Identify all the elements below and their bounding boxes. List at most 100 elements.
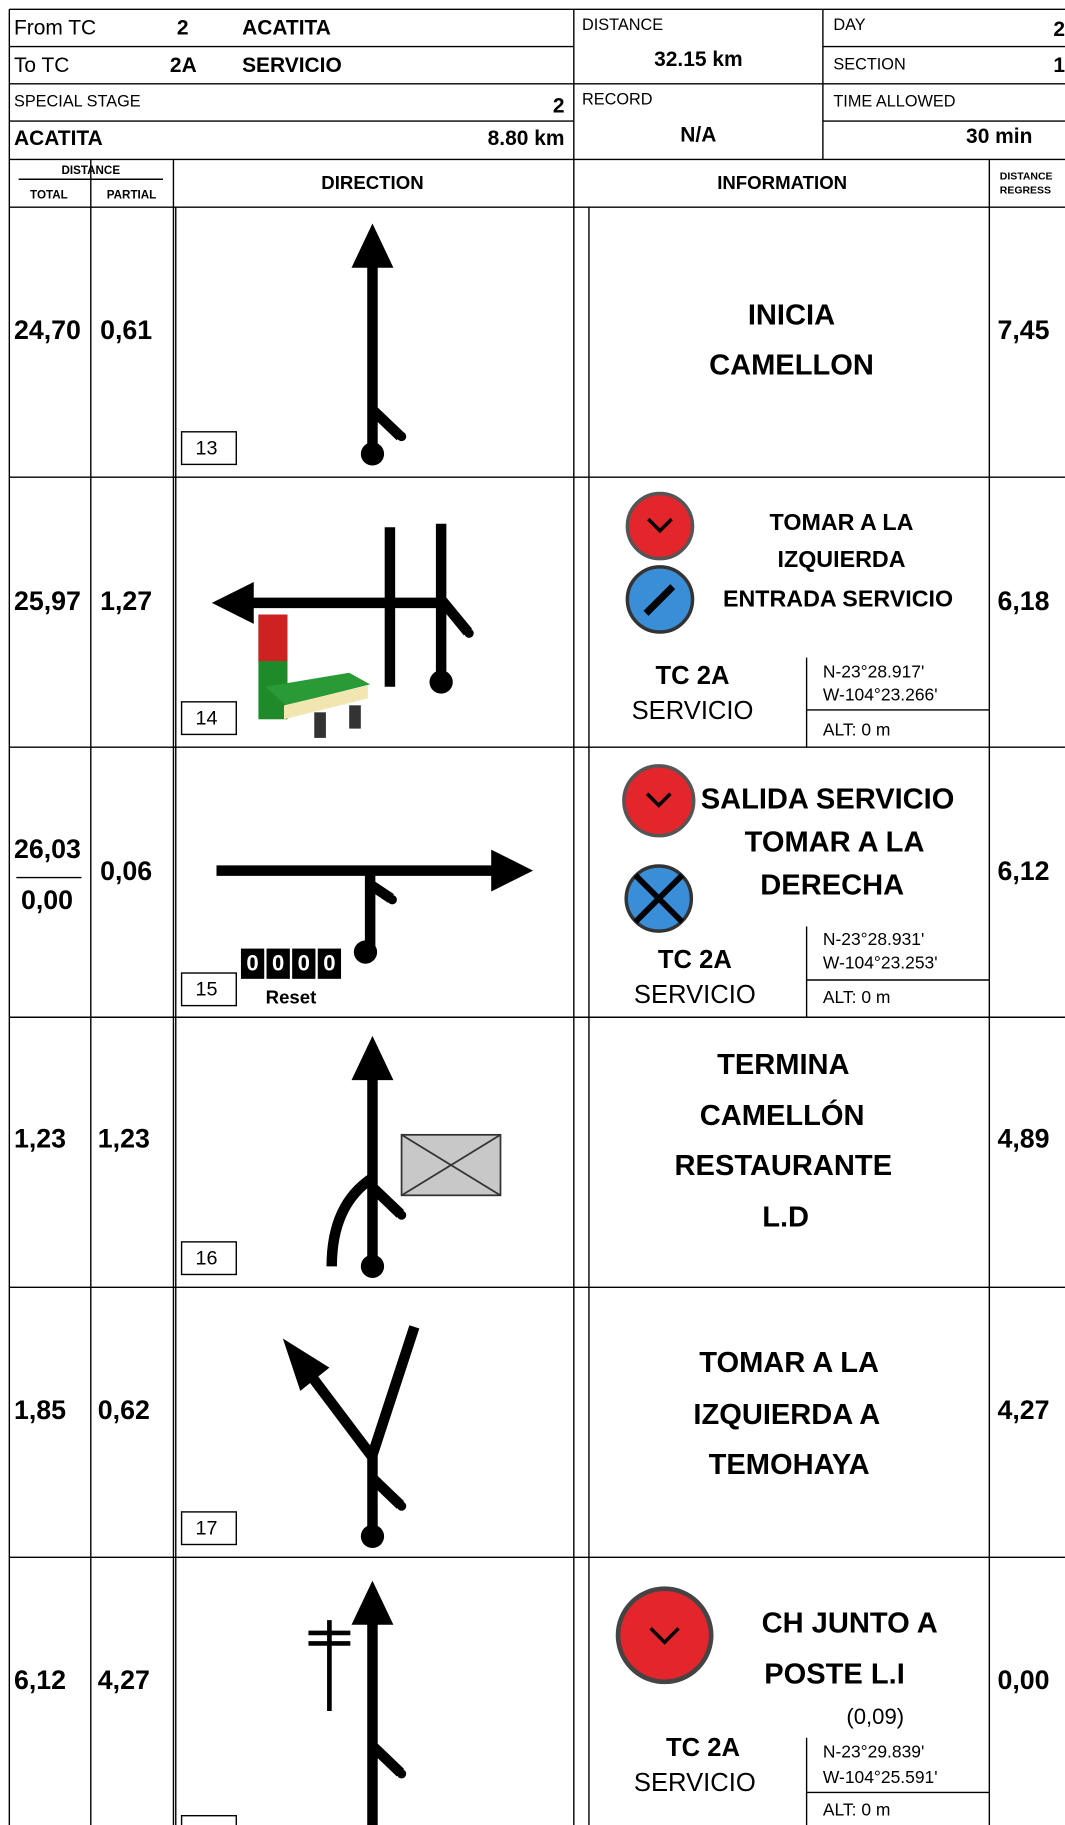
tulip-diagram [351,223,407,466]
info-icons [625,491,695,634]
regress: 4,89 [997,1124,1049,1154]
total-reset: 0,00 [21,885,73,915]
partial: 1,23 [98,1124,150,1154]
info-icons [615,1586,714,1685]
total: 26,03 [14,834,81,864]
altitude: ALT: 0 m [823,987,891,1007]
longitude: W-104°23.253' [823,952,938,972]
info: TERMINA [717,1049,849,1081]
tc-name: ACATITA [242,17,331,40]
info: DERECHA [760,870,904,902]
info: CH JUNTO A [762,1607,938,1639]
column-header: DISTANCE [62,164,121,177]
number-box [180,972,237,1007]
regress: 6,18 [997,586,1049,616]
info: INICIA [748,299,835,331]
odometer-digit: 0 [298,951,310,976]
label: DISTANCE [582,16,663,34]
odometer-digit: 0 [272,951,284,976]
latitude: N-23°28.917' [823,661,924,681]
regress: 6,12 [997,856,1049,886]
info: TOMAR A LA [745,827,925,859]
number-box [180,1511,237,1546]
label: TIME ALLOWED [833,93,955,111]
record: N/A [680,124,716,147]
info: TOMAR A LA [699,1347,879,1379]
odometer-label: Reset [266,987,317,1008]
regress: 4,27 [997,1395,1049,1425]
coord-box [805,1737,990,1825]
label: RECORD [582,90,653,108]
stage-name: ACATITA [14,127,103,150]
odometer-digit: 0 [323,951,335,976]
partial: 0,06 [100,856,152,886]
distance: 32.15 km [654,48,742,71]
tulip-diagram [211,523,474,738]
row-number: 17 [196,1518,218,1540]
info: IZQUIERDA [778,546,906,572]
row-number: 18 [196,1821,218,1825]
latitude: N-23°29.839' [823,1741,924,1761]
day: 2 [1053,18,1065,41]
longitude: W-104°23.266' [823,685,938,705]
total: 24,70 [14,315,81,345]
section: 1 [1053,54,1065,77]
row-number: 14 [196,708,218,730]
total: 6,12 [14,1665,66,1695]
odometer [240,948,342,979]
table-grid [8,8,1065,1825]
stage-number: 2 [553,95,565,118]
column-header: DISTANCE [1000,172,1053,183]
partial: 0,62 [98,1395,150,1425]
tc-number: 2 [177,17,189,40]
tulip-diagram [308,1580,407,1825]
tc: TC 2A [666,1734,740,1762]
info: SALIDA SERVICIO [701,783,955,815]
total: 25,97 [14,586,81,616]
altitude: ALT: 0 m [823,720,891,740]
row-number: 16 [196,1248,218,1270]
info: POSTE L.I [764,1659,905,1691]
odometer-digit: 0 [246,951,258,976]
number-box [180,431,237,466]
label: To TC [14,54,69,77]
coord-box [805,926,990,1018]
info-icons [622,764,696,933]
info: CAMELLÓN [700,1098,865,1132]
regress: 7,45 [997,315,1049,345]
column-header: TOTAL [30,189,68,202]
label: From TC [14,17,96,40]
coord-box [805,657,990,748]
tulip-diagram [326,1035,502,1278]
info: TOMAR A LA [770,509,914,535]
info: CAMELLON [709,349,874,381]
total: 1,85 [14,1395,66,1425]
tulip-diagram [216,849,534,964]
longitude: W-104°25.591' [823,1767,938,1787]
altitude: ALT: 0 m [823,1800,891,1820]
column-header: REGRESS [1000,186,1051,197]
row-number: 15 [196,979,218,1001]
partial: 0,61 [100,315,152,345]
label: SPECIAL STAGE [14,93,141,111]
total: 1,23 [14,1124,66,1154]
tc-name: SERVICIO [632,697,754,725]
partial: 4,27 [98,1665,150,1695]
number-box [180,1241,237,1276]
stage-length: 8.80 km [488,127,565,150]
info: IZQUIERDA A [693,1399,880,1431]
row-number: 13 [196,437,218,459]
regress: 0,00 [997,1665,1049,1695]
number-box [180,701,237,736]
tc-name: SERVICIO [242,54,342,77]
column-header: PARTIAL [107,189,157,202]
tc-name: SERVICIO [634,981,756,1009]
tc: TC 2A [656,662,730,690]
partial: 1,27 [100,586,152,616]
info: (0,09) [846,1704,904,1729]
info: L.D [762,1201,809,1233]
label: DAY [833,16,865,34]
tc-number: 2A [170,54,197,77]
column-header: INFORMATION [717,172,847,193]
